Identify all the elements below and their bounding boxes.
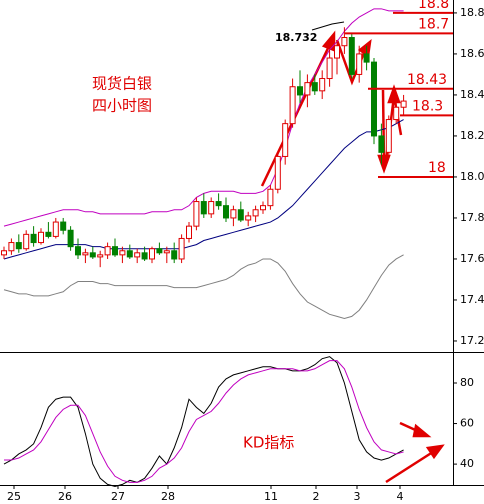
y-tick-label: 17.60 — [460, 252, 484, 265]
candle-body — [385, 119, 392, 153]
candle-body — [304, 82, 311, 96]
candle-body — [319, 78, 326, 92]
annotation: 四小时图 — [92, 97, 152, 115]
x-tick-label: 3 — [354, 490, 361, 503]
y-tick-label: 80 — [460, 376, 474, 389]
band-line — [3, 119, 404, 260]
candle-body — [75, 246, 81, 256]
candle-body — [67, 229, 74, 248]
x-tick-label: 28 — [161, 490, 175, 503]
candle-body — [400, 100, 407, 108]
candle-body — [112, 246, 118, 256]
candle-body — [8, 242, 15, 252]
kd-line — [3, 356, 404, 487]
frame — [0, 0, 484, 486]
candle-body — [193, 201, 200, 227]
candle-body — [149, 248, 155, 260]
arrow-head — [377, 154, 391, 174]
arrow-head — [357, 39, 372, 59]
candle-body — [208, 201, 215, 215]
level-label: 18.3 — [412, 98, 443, 114]
candle-body — [348, 37, 355, 75]
candle-body — [97, 254, 104, 258]
panel-title: KD指标 — [243, 434, 294, 452]
candle-body — [23, 233, 30, 250]
candle-body — [267, 188, 274, 207]
candle-body — [245, 215, 252, 221]
candle-body — [326, 57, 333, 80]
band-line — [3, 254, 404, 319]
arrow-head — [425, 444, 445, 460]
candle-body — [297, 86, 303, 96]
level-label: 18.7 — [418, 16, 449, 32]
candle-body — [200, 201, 207, 215]
candle-body — [289, 86, 296, 125]
candle-body — [82, 252, 89, 256]
level-label: 18.8 — [418, 0, 449, 12]
x-tick-label: 25 — [7, 490, 21, 503]
arrow-head — [387, 84, 401, 104]
high-label: 18.732 — [275, 31, 317, 44]
candle-body — [134, 252, 141, 258]
candle-body — [334, 45, 340, 59]
candle-body — [60, 221, 67, 231]
candle-body — [171, 250, 178, 260]
candle-body — [156, 248, 163, 254]
candle-body — [341, 37, 348, 47]
arrow-head — [412, 423, 432, 438]
x-tick-label: 4 — [397, 490, 404, 503]
x-tick-label: 26 — [58, 490, 72, 503]
candle-body — [230, 209, 237, 219]
candle-body — [15, 242, 22, 250]
candle-body — [282, 123, 289, 157]
candle-body — [178, 237, 185, 260]
candle-body — [119, 250, 126, 256]
arrow-head — [321, 30, 336, 52]
candle-body — [252, 209, 259, 217]
high-pointer — [311, 21, 345, 31]
y-tick-label: 18.00 — [460, 170, 484, 183]
candle-body — [223, 205, 229, 219]
y-tick-label: 17.80 — [460, 211, 484, 224]
candle-body — [356, 53, 363, 75]
y-tick-label: 17.20 — [460, 334, 484, 347]
candle-body — [363, 53, 370, 63]
annotation: 现货白银 — [92, 75, 152, 93]
y-tick-label: 40 — [460, 457, 474, 470]
candle-body — [1, 250, 7, 256]
candle-body — [371, 61, 377, 137]
y-tick-label: 60 — [460, 417, 474, 430]
kd-line — [4, 360, 404, 483]
y-tick-label: 17.40 — [460, 293, 484, 306]
candle-body — [260, 205, 266, 211]
candle-body — [45, 231, 52, 237]
candle-body — [104, 246, 111, 256]
x-tick-label: 11 — [264, 490, 278, 503]
candle-body — [126, 250, 133, 258]
candle-body — [215, 201, 222, 207]
candle-body — [89, 252, 96, 258]
candle-body — [274, 155, 281, 190]
arrow — [385, 448, 437, 484]
x-tick-label: 2 — [313, 490, 320, 503]
candle-body — [186, 225, 192, 239]
candle-body — [30, 233, 37, 244]
level-label: 18 — [428, 160, 446, 176]
candle-body — [163, 250, 170, 254]
candle-body — [237, 209, 244, 221]
candle-body — [393, 106, 400, 121]
y-tick-label: 18.20 — [460, 129, 484, 142]
candle-body — [52, 221, 59, 237]
y-tick-label: 18.60 — [460, 47, 484, 60]
candle-body — [38, 231, 44, 244]
level-label: 18.43 — [407, 72, 447, 88]
candle-body — [311, 82, 318, 92]
x-tick-label: 27 — [111, 490, 125, 503]
candle-body — [378, 135, 385, 153]
candle-body — [141, 252, 148, 260]
y-tick-label: 18.40 — [460, 88, 484, 101]
y-tick-label: 18.80 — [460, 6, 484, 19]
